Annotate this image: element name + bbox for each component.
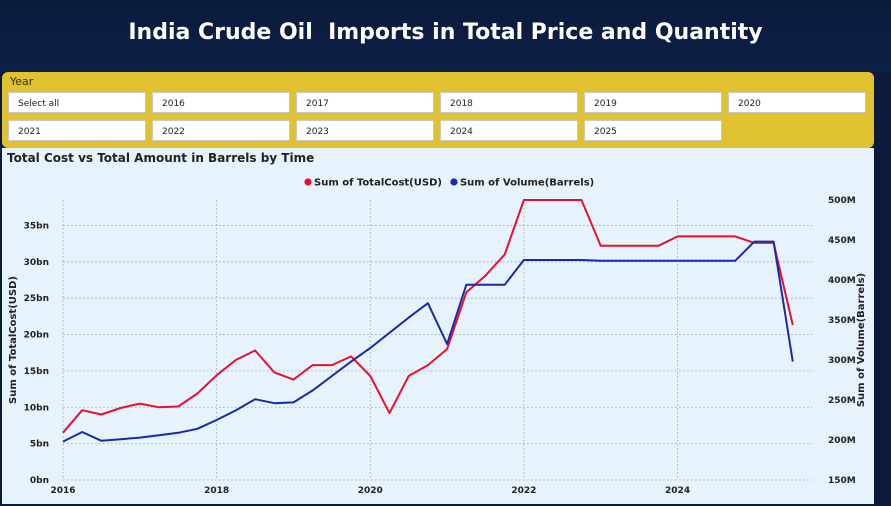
slicer-option-2022[interactable]: 2022 <box>152 120 290 141</box>
y-left-tick-label: 15bn <box>24 367 49 377</box>
line-chart: 0bn 5bn 10bn 15bn 20bn 25bn 30bn 35bn 150M 200M 25… <box>8 178 867 497</box>
y-right-tick-label: 300M <box>828 356 856 366</box>
slicer-option-2025[interactable]: 2025 <box>584 120 722 141</box>
slicer-option-2020[interactable]: 2020 <box>728 92 866 113</box>
y-right-tick-label: 200M <box>828 436 856 446</box>
slicer-option-2018[interactable]: 2018 <box>440 92 578 113</box>
year-slicer: Year Select all 2016 2017 2018 2019 2020… <box>2 72 874 148</box>
legend-marker-volume <box>450 178 458 186</box>
series-line-total-cost <box>62 199 794 434</box>
legend-label-volume: Sum of Volume(Barrels) <box>460 178 594 189</box>
series-line-volume <box>62 240 794 443</box>
x-tick-label: 2016 <box>50 486 75 496</box>
chart-title: Total Cost vs Total Amount in Barrels by… <box>7 151 315 165</box>
slicer-label: Year <box>10 75 34 88</box>
x-tick-label: 2018 <box>204 486 229 496</box>
legend-label-total-cost: Sum of TotalCost(USD) <box>314 178 442 189</box>
y-right-tick-label: 400M <box>828 276 856 286</box>
x-tick-label: 2020 <box>358 486 383 496</box>
chart-panel: Total Cost vs Total Amount in Barrels by… <box>2 148 874 504</box>
x-tick-label: 2022 <box>511 486 536 496</box>
y-left-tick-label: 10bn <box>24 403 49 413</box>
slicer-option-2023[interactable]: 2023 <box>296 120 434 141</box>
slicer-option-2024[interactable]: 2024 <box>440 120 578 141</box>
y-right-tick-label: 250M <box>828 396 856 406</box>
y-left-tick-label: 20bn <box>24 331 49 341</box>
slicer-option-2017[interactable]: 2017 <box>296 92 434 113</box>
y-right-tick-label: 450M <box>828 236 856 246</box>
x-tick-label: 2024 <box>665 486 690 496</box>
y-left-tick-label: 25bn <box>24 294 49 304</box>
y-right-tick-label: 500M <box>828 196 856 206</box>
slicer-option-2016[interactable]: 2016 <box>152 92 290 113</box>
slicer-option-2019[interactable]: 2019 <box>584 92 722 113</box>
y-left-tick-label: 0bn <box>30 476 49 486</box>
legend-marker-total-cost <box>304 178 312 186</box>
slicer-option-select-all[interactable]: Select all <box>8 92 146 113</box>
y-right-axis-label: Sum of Volume(Barrels) <box>856 273 867 407</box>
y-right-tick-label: 350M <box>828 316 856 326</box>
y-left-axis-label: Sum of TotalCost(USD) <box>8 276 19 404</box>
y-left-tick-label: 30bn <box>24 258 49 268</box>
y-left-tick-label: 35bn <box>24 221 49 231</box>
y-right-tick-label: 150M <box>828 476 856 486</box>
header-banner: India Crude Oil Imports in Total Price a… <box>0 0 891 72</box>
page-title: India Crude Oil Imports in Total Price a… <box>128 20 763 45</box>
y-left-tick-label: 5bn <box>30 440 49 450</box>
slicer-option-2021[interactable]: 2021 <box>8 120 146 141</box>
